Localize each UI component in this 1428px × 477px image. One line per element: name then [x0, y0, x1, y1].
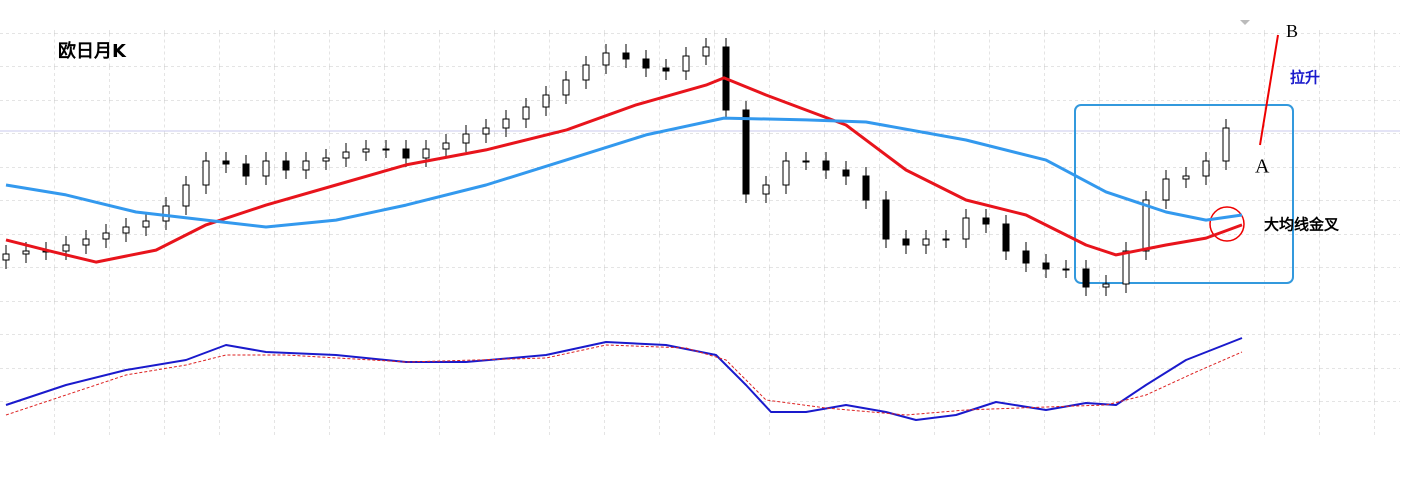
candle-body: [942, 238, 950, 241]
candle-body: [282, 160, 290, 171]
candle-body: [382, 148, 390, 151]
candle-body: [222, 160, 230, 165]
candle-body: [142, 220, 150, 228]
candle-body: [202, 160, 210, 186]
candle-body: [302, 160, 310, 171]
candle-body: [182, 184, 190, 207]
lift-line: [1259, 34, 1279, 146]
candle-body: [1082, 268, 1090, 288]
candle-body: [462, 133, 470, 144]
candle-body: [562, 79, 570, 96]
candle-body: [342, 151, 350, 159]
annotation-a: A: [1255, 156, 1270, 178]
annotation-cross: 大均线金叉: [1264, 216, 1340, 234]
line-series: [5, 344, 1243, 416]
candle-body: [122, 226, 130, 234]
candle-body: [82, 238, 90, 246]
candle-body: [822, 160, 830, 171]
candle-body: [1222, 127, 1230, 162]
candle-body: [402, 148, 410, 159]
chart-title: 欧日月K: [58, 40, 127, 62]
candle-body: [442, 142, 450, 150]
annotation-lift: 拉升: [1290, 69, 1320, 87]
line-series: [5, 76, 1243, 264]
candle-body: [162, 205, 170, 222]
candle-body: [502, 118, 510, 129]
candle-body: [322, 157, 330, 162]
candle-body: [1062, 268, 1070, 271]
candle-body: [902, 238, 910, 246]
candle-body: [602, 52, 610, 66]
candle-body: [762, 184, 770, 195]
candle-body: [1202, 160, 1210, 177]
candle-body: [362, 148, 370, 153]
candle-body: [1182, 175, 1190, 180]
candle-body: [862, 175, 870, 201]
line-series: [5, 337, 1243, 421]
candle-body: [962, 217, 970, 240]
highlight-box: [1074, 104, 1294, 284]
candle-body: [1042, 262, 1050, 270]
line-series: [5, 116, 1243, 229]
marker: [1240, 20, 1250, 25]
candle-body: [882, 199, 890, 240]
candle-body: [842, 169, 850, 177]
candle-body: [622, 52, 630, 60]
candle-body: [1022, 250, 1030, 264]
candle-body: [702, 46, 710, 57]
candle-body: [482, 127, 490, 135]
candle-body: [1102, 283, 1110, 288]
annotation-b: B: [1286, 21, 1298, 41]
candle-body: [982, 217, 990, 225]
candle-body: [2, 253, 10, 261]
candle-body: [102, 232, 110, 240]
candle-body: [682, 55, 690, 72]
candle-body: [1122, 250, 1130, 285]
candle-body: [782, 160, 790, 186]
candle-body: [1002, 223, 1010, 252]
candle-body: [262, 160, 270, 177]
candle-body: [1162, 178, 1170, 201]
candle-body: [522, 106, 530, 120]
candle-body: [582, 64, 590, 81]
candle-body: [662, 67, 670, 72]
candle-body: [922, 238, 930, 246]
candle-body: [22, 250, 30, 255]
candle-body: [642, 58, 650, 69]
cross-circle: [1209, 206, 1245, 242]
candle-body: [742, 109, 750, 195]
candle-body: [242, 163, 250, 177]
candle-body: [422, 148, 430, 159]
candle-body: [62, 244, 70, 252]
grid: [0, 30, 1400, 435]
candle-body: [802, 160, 810, 163]
candle-body: [1142, 199, 1150, 252]
candle-body: [542, 94, 550, 108]
